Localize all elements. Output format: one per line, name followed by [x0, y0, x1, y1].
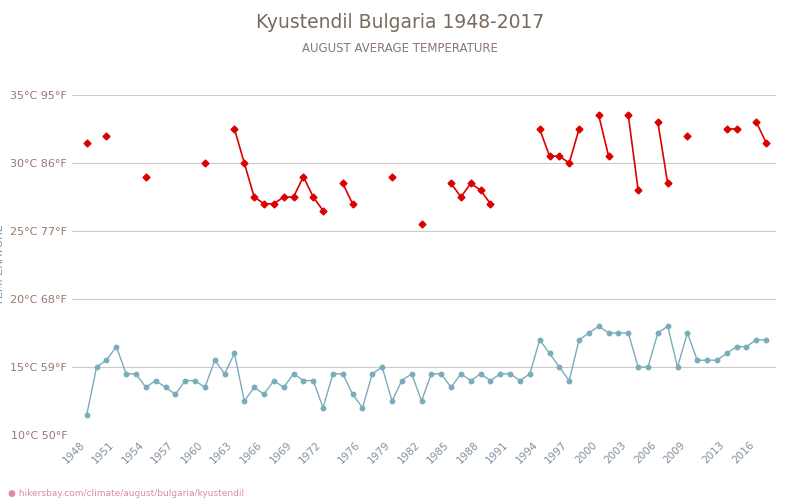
Text: Kyustendil Bulgaria 1948-2017: Kyustendil Bulgaria 1948-2017 [256, 12, 544, 32]
Text: ● hikersbay.com/climate/august/bulgaria/kyustendil: ● hikersbay.com/climate/august/bulgaria/… [8, 488, 244, 498]
Text: AUGUST AVERAGE TEMPERATURE: AUGUST AVERAGE TEMPERATURE [302, 42, 498, 56]
Y-axis label: TEMPERATURE: TEMPERATURE [0, 224, 5, 306]
